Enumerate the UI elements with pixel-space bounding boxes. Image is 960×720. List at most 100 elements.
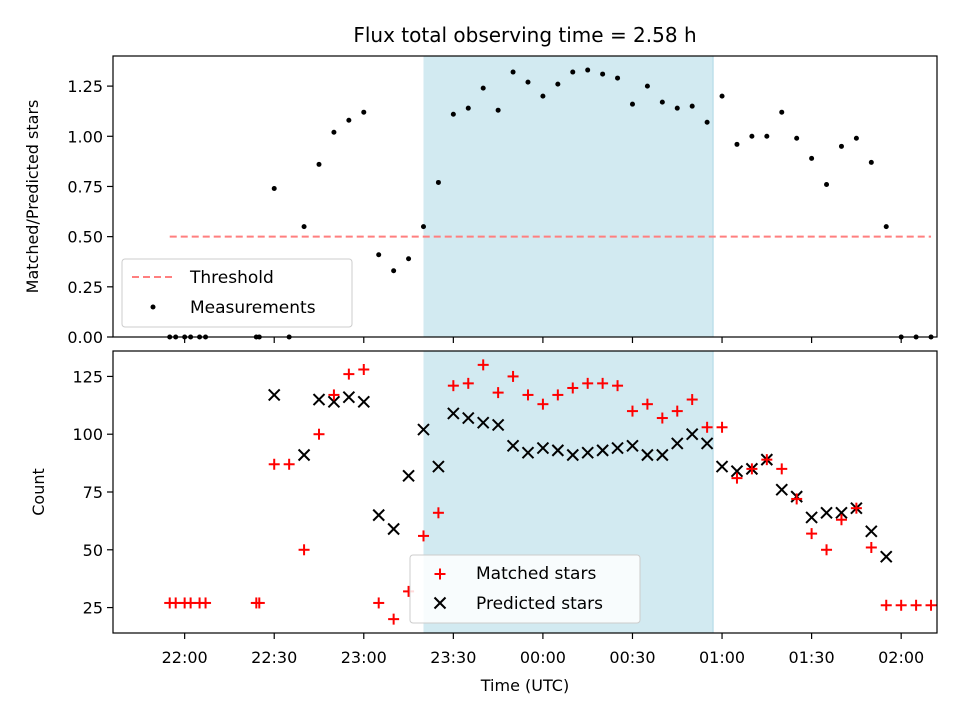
matched-point (865, 541, 877, 553)
y-tick-label: 75 (83, 483, 103, 502)
matched-point (492, 387, 504, 399)
matched-point (895, 599, 907, 611)
measurement-point (570, 69, 576, 75)
x-tick-label: 22:00 (162, 648, 208, 667)
matched-point (447, 380, 459, 392)
top-panel: 0.00 0.25 0.50 0.75 1.00 1.25 Matched/Predict… (23, 55, 938, 347)
measurement-point (480, 85, 486, 91)
x-tick-label: 01:30 (789, 648, 835, 667)
matched-point (298, 544, 310, 556)
matched-point (850, 502, 862, 514)
matched-point (806, 528, 818, 540)
measurement-point (391, 268, 397, 274)
y-tick-label: 50 (83, 541, 103, 560)
measurement-point (704, 119, 710, 125)
predicted-point (297, 448, 311, 462)
measurement-point (689, 103, 695, 109)
measurement-point (406, 256, 412, 262)
predicted-point (462, 411, 475, 425)
predicted-point (671, 437, 684, 450)
x-axis: 22:00 22:30 23:00 23:30 00:00 00:30 01:00 01:30… (162, 633, 924, 667)
measurement-point (853, 135, 859, 141)
top-plot-frame (112, 55, 938, 338)
predicted-point (730, 464, 744, 478)
y-tick-label: 25 (83, 599, 103, 618)
measurement-point (316, 161, 322, 167)
matched-point (522, 389, 534, 401)
matched-point (821, 544, 833, 556)
matched-point (253, 597, 265, 609)
legend-measurements-label: Measurements (190, 298, 316, 318)
matched-point (671, 405, 683, 417)
bottom-panel: 25 50 75 100 125 22:00 22:30 23:00 23:30 00:00 00… (29, 350, 938, 695)
matched-point (597, 377, 609, 389)
top-y-axis-label: Matched/Predicted stars (23, 100, 42, 294)
predicted-point (491, 418, 505, 432)
predicted-point (327, 395, 341, 409)
measurement-point (868, 159, 874, 165)
top-x-ticks (184, 337, 902, 343)
matched-stars-series (164, 359, 937, 625)
measurement-point (615, 75, 621, 81)
predicted-point (656, 448, 669, 462)
x-tick-label: 23:00 (341, 648, 387, 667)
bottom-legend: Matched stars Predicted stars (409, 554, 641, 624)
matched-point (641, 398, 653, 410)
predicted-point (596, 444, 609, 457)
bottom-legend-box (409, 554, 641, 624)
matched-point (268, 458, 280, 470)
matched-point (701, 421, 713, 433)
measurement-point (600, 71, 606, 77)
y-tick-label: 0.00 (67, 328, 103, 347)
measurement-point (779, 109, 785, 115)
bottom-y-axis-label: Count (29, 468, 48, 516)
predicted-point (402, 469, 415, 483)
y-tick-label: 100 (72, 425, 103, 444)
measurement-point (644, 83, 650, 89)
measurement-point (495, 107, 501, 113)
measurement-point (824, 181, 830, 187)
matched-point (910, 599, 922, 611)
matched-point (746, 463, 758, 475)
y-tick-label: 125 (72, 367, 103, 386)
predicted-point (865, 525, 878, 538)
matched-point (835, 514, 847, 526)
measurement-point (764, 133, 770, 139)
legend-predicted-marker (433, 596, 447, 610)
matched-point (537, 398, 549, 410)
measurement-point (540, 93, 546, 99)
measurement-point (450, 111, 456, 117)
matched-point (432, 507, 444, 519)
measurement-point (629, 101, 635, 107)
measurement-point (838, 143, 844, 149)
predicted-point (387, 522, 400, 536)
y-tick-label: 0.25 (67, 278, 103, 297)
matched-point (716, 421, 728, 433)
predicted-point (835, 506, 848, 520)
measurement-point (346, 117, 352, 123)
measurement-point (376, 252, 382, 258)
top-legend: Threshold Measurements (121, 258, 353, 328)
matched-point (358, 363, 370, 375)
measurement-point (510, 69, 516, 75)
matched-point (283, 458, 295, 470)
y-tick-label: 1.25 (67, 77, 103, 96)
matched-point (552, 389, 564, 401)
measurement-point (331, 129, 337, 135)
legend-predicted-label: Predicted stars (476, 594, 603, 614)
predicted-point (312, 393, 326, 406)
measurement-point (809, 155, 815, 161)
y-tick-label: 0.50 (67, 228, 103, 247)
predicted-point (820, 506, 833, 520)
predicted-point (775, 483, 788, 496)
legend-matched-label: Matched stars (476, 564, 596, 584)
measurement-point (659, 99, 665, 105)
measurement-point (435, 179, 441, 185)
matched-point (761, 454, 773, 466)
matched-point (462, 377, 474, 389)
legend-measurements-swatch (150, 304, 156, 310)
matched-point (567, 382, 579, 394)
matched-point (776, 463, 788, 475)
bottom-y-axis: 25 50 75 100 125 (72, 367, 113, 618)
